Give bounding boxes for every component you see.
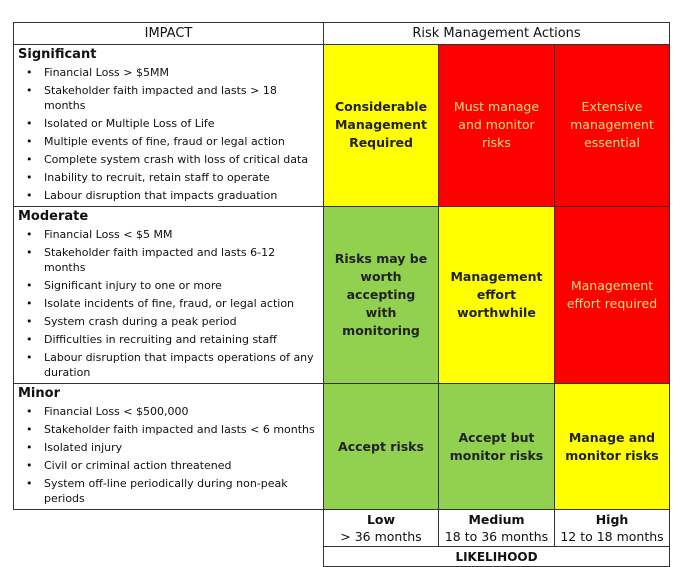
impact-item: Stakeholder faith impacted and lasts > 1… [18, 83, 319, 114]
action-cell: Must manage and monitor risks [438, 44, 555, 207]
impact-significant: Significant Financial Loss > $5MM Stakeh… [13, 44, 324, 207]
impact-item: Isolate incidents of fine, fraud, or leg… [18, 296, 319, 312]
impact-item: Financial Loss < $5 MM [18, 227, 319, 243]
action-cell: Accept risks [323, 383, 439, 511]
risk-matrix: IMPACT Risk Management Actions Significa… [13, 22, 670, 567]
likelihood-label: High [595, 512, 629, 528]
impact-item: Difficulties in recruiting and retaining… [18, 332, 319, 348]
action-cell: Manage and monitor risks [554, 383, 670, 511]
action-cell: Management effort required [554, 205, 670, 385]
impact-item: Civil or criminal action threatened [18, 458, 319, 474]
likelihood-range: > 36 months [340, 529, 422, 545]
likelihood-label: Medium [468, 512, 525, 528]
impact-list: Financial Loss < $5 MM Stakeholder faith… [18, 227, 319, 381]
impact-header: IMPACT [13, 22, 324, 45]
action-cell: Considerable Management Required [323, 44, 439, 207]
likelihood-range: 12 to 18 months [560, 529, 664, 545]
likelihood-label: Low [366, 512, 396, 528]
impact-item: Isolated or Multiple Loss of Life [18, 116, 319, 132]
impact-moderate: Moderate Financial Loss < $5 MM Stakehol… [13, 205, 324, 385]
action-cell: Risks may be worth accepting with monito… [323, 205, 439, 385]
impact-item: Complete system crash with loss of criti… [18, 152, 319, 168]
likelihood-medium: Medium 18 to 36 months [438, 509, 555, 548]
impact-title: Minor [18, 386, 60, 402]
impact-list: Financial Loss < $500,000 Stakeholder fa… [18, 404, 319, 507]
blank-cell [13, 509, 324, 547]
impact-title: Moderate [18, 208, 89, 224]
impact-item: Financial Loss < $500,000 [18, 404, 319, 420]
impact-item: Stakeholder faith impacted and lasts < 6… [18, 422, 319, 438]
impact-item: Isolated injury [18, 440, 319, 456]
impact-list: Financial Loss > $5MM Stakeholder faith … [18, 65, 319, 204]
impact-item: Multiple events of fine, fraud or legal … [18, 134, 319, 150]
impact-item: Significant injury to one or more [18, 278, 319, 294]
blank-cell [13, 546, 324, 567]
actions-header: Risk Management Actions [323, 22, 670, 45]
impact-item: Labour disruption that impacts operation… [18, 350, 319, 381]
impact-item: Labour disruption that impacts graduatio… [18, 188, 319, 204]
risk-matrix-table: IMPACT Risk Management Actions Significa… [13, 22, 670, 567]
likelihood-title: LIKELIHOOD [323, 546, 670, 567]
impact-item: System crash during a peak period [18, 314, 319, 330]
likelihood-low: Low > 36 months [323, 509, 439, 548]
action-cell: Management effort worthwhile [438, 205, 555, 385]
impact-item: Financial Loss > $5MM [18, 65, 319, 81]
impact-item: Inability to recruit, retain staff to op… [18, 170, 319, 186]
impact-item: System off-line periodically during non-… [18, 476, 319, 507]
impact-title: Significant [18, 47, 97, 62]
impact-item: Stakeholder faith impacted and lasts 6-1… [18, 245, 319, 276]
likelihood-range: 18 to 36 months [444, 529, 549, 545]
impact-minor: Minor Financial Loss < $500,000 Stakehol… [13, 383, 324, 511]
action-cell: Extensive management essential [554, 44, 670, 207]
likelihood-high: High 12 to 18 months [554, 509, 670, 548]
action-cell: Accept but monitor risks [438, 383, 555, 511]
